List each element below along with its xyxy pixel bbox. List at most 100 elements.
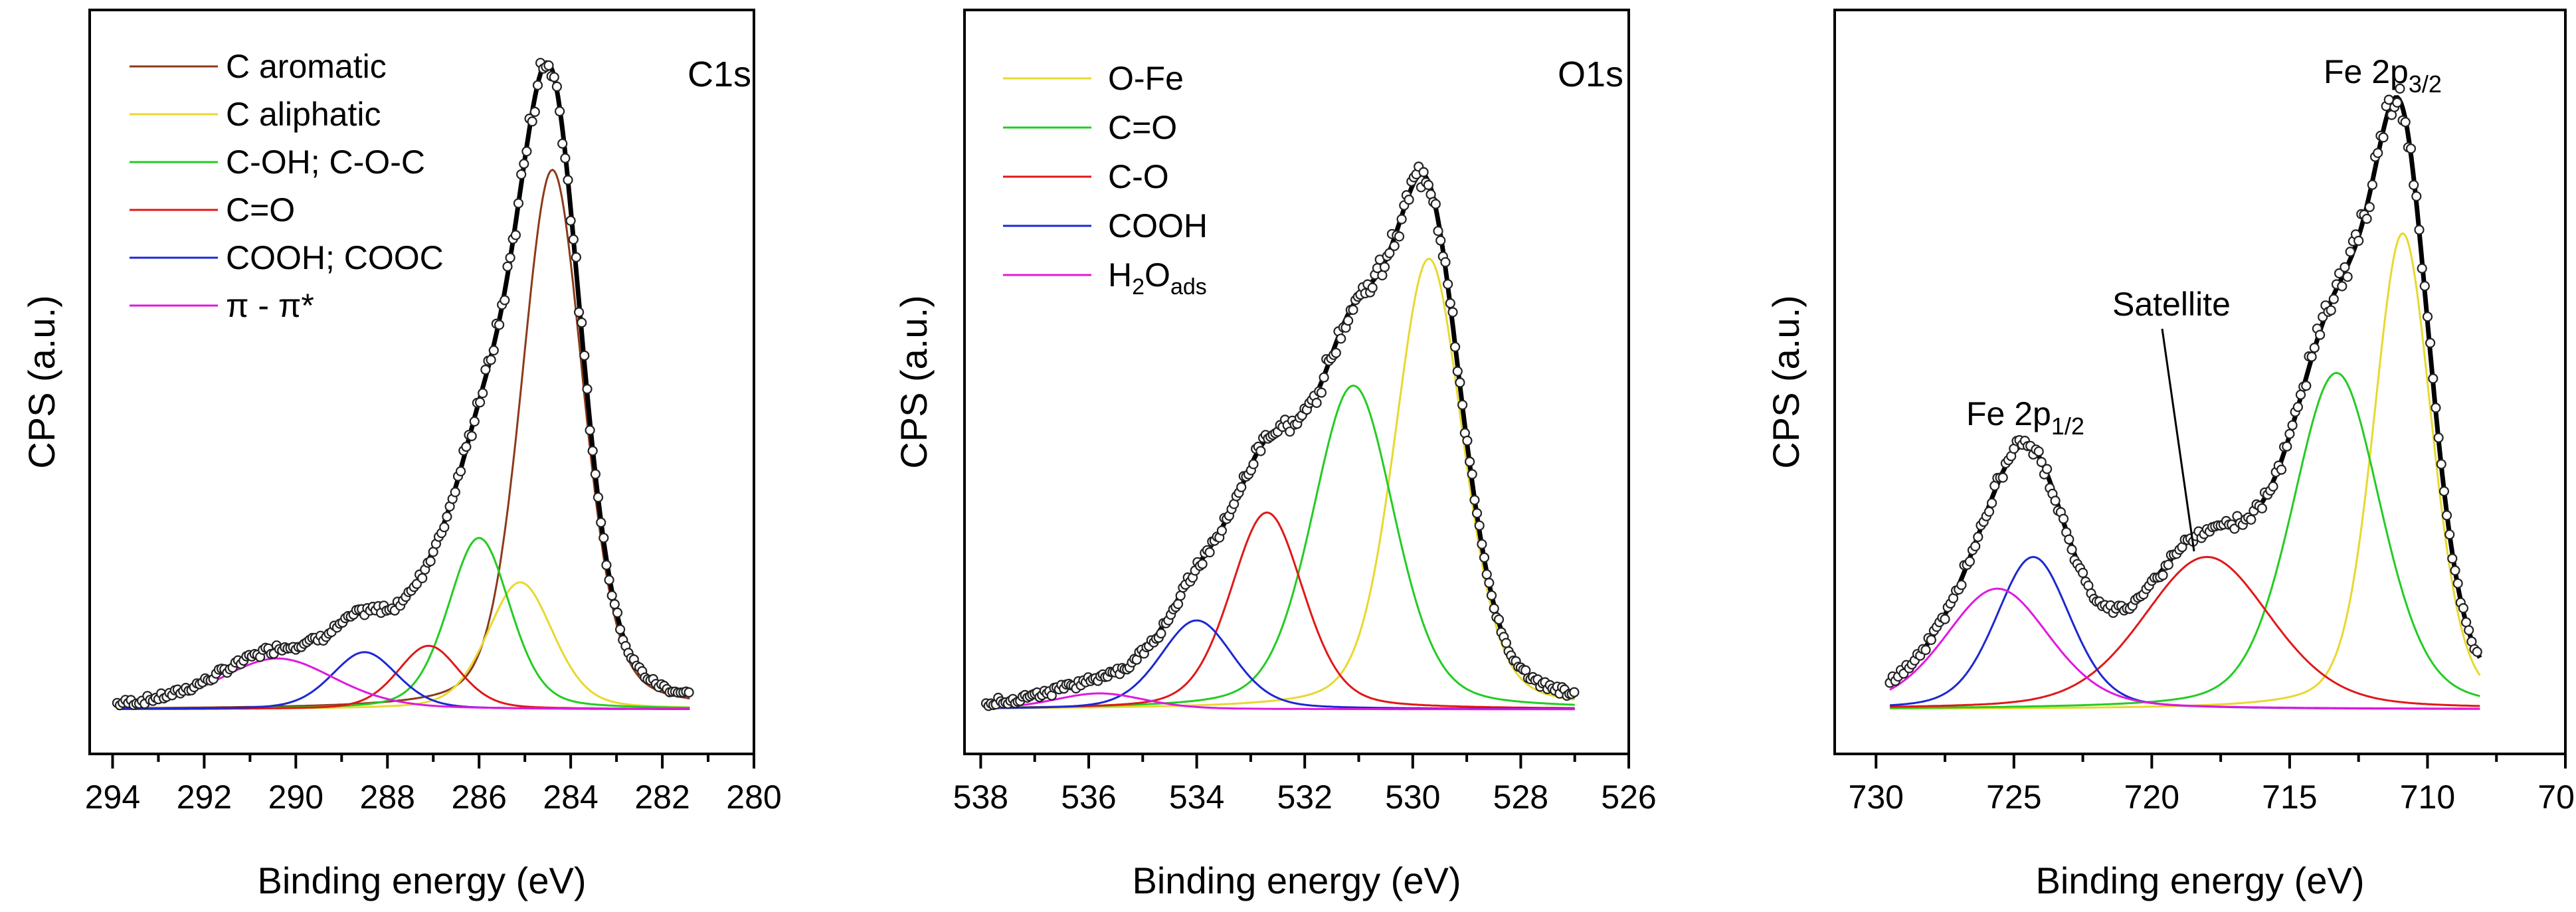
data-point — [604, 575, 614, 585]
data-point — [1956, 580, 1967, 591]
data-point — [513, 198, 524, 209]
data-point — [2158, 570, 2168, 581]
data-point — [2033, 446, 2044, 457]
data-point — [606, 590, 617, 601]
data-point — [2036, 456, 2047, 468]
data-point — [2444, 529, 2455, 540]
data-point — [1445, 298, 1455, 309]
data-point — [1493, 614, 1505, 625]
c1s-legend-c-aliphatic: C aliphatic — [226, 96, 381, 133]
data-point — [2268, 481, 2278, 492]
x-tick-label-294: 294 — [85, 778, 140, 816]
o1s-plot-frame — [963, 9, 1630, 755]
data-point — [2364, 202, 2375, 213]
data-point — [1316, 387, 1327, 398]
data-point — [442, 511, 452, 522]
data-point — [598, 533, 609, 543]
data-point — [2353, 235, 2364, 246]
x-tick-label-715: 715 — [2262, 778, 2317, 816]
data-point — [425, 556, 436, 567]
o1s-x-ticks — [979, 754, 1630, 769]
fe2p-x-ticks — [1875, 754, 2567, 769]
data-point — [529, 106, 540, 117]
data-point — [1172, 598, 1184, 610]
data-point — [478, 388, 488, 399]
data-point — [1940, 614, 1950, 624]
data-point — [1479, 552, 1490, 563]
data-point — [585, 425, 595, 436]
data-point — [1394, 231, 1405, 242]
data-point — [1964, 556, 1975, 567]
x-tick-label-538: 538 — [953, 778, 1008, 816]
x-tick-label-534: 534 — [1169, 778, 1224, 816]
data-point — [2337, 281, 2347, 292]
x-tick-label-292: 292 — [177, 778, 232, 816]
peak-fe-2p1-2-shoulder — [1889, 587, 2480, 710]
data-point — [577, 318, 587, 328]
data-point — [2414, 225, 2425, 235]
data-point — [549, 72, 559, 82]
data-point — [494, 319, 505, 330]
o1s-legend-o-fe: O-Fe — [1108, 60, 1184, 97]
data-point — [612, 607, 623, 618]
data-point — [543, 60, 554, 71]
data-point — [1348, 304, 1358, 315]
data-point — [2256, 503, 2267, 513]
o1s-fit-envelope — [986, 171, 1576, 705]
data-point — [596, 517, 606, 528]
data-point — [2472, 646, 2482, 657]
data-point — [579, 350, 590, 361]
c1s-panel-label: C1s — [688, 54, 751, 94]
data-point — [1204, 547, 1215, 558]
data-point — [2378, 132, 2389, 143]
c1s-legend-c-eq-o: C=O — [226, 191, 295, 228]
o1s-x-tick-labels: 538 536 534 532 530 528 526 — [953, 778, 1657, 816]
o1s-x-axis-title: Binding energy (eV) — [1133, 860, 1461, 901]
data-point — [2392, 97, 2403, 108]
data-point — [1450, 341, 1461, 352]
data-point — [1455, 377, 1465, 388]
c1s-legend-pi: π - π* — [226, 287, 314, 324]
data-point — [684, 687, 694, 698]
data-point — [1465, 456, 1475, 467]
data-point — [2447, 553, 2458, 564]
data-point — [466, 430, 477, 442]
data-point — [1367, 282, 1378, 293]
data-point — [439, 522, 450, 533]
data-point — [2433, 432, 2444, 443]
data-point — [1331, 347, 1341, 358]
data-point — [2438, 486, 2449, 497]
data-point — [582, 384, 593, 395]
data-point — [521, 146, 532, 157]
data-point — [2395, 83, 2405, 94]
data-point — [1983, 506, 1995, 517]
data-point — [2411, 191, 2422, 202]
data-point — [1236, 482, 1247, 493]
c1s-x-ticks — [111, 754, 755, 769]
c1s-x-tick-labels: 294 292 290 288 286 284 282 280 — [85, 778, 782, 816]
o1s-panel-label: O1s — [1558, 54, 1623, 94]
fe2p32-label: Fe 2p3/2 — [2324, 53, 2442, 98]
o1s-legend: O-Fe C=O C-O COOH H2Oads — [1003, 60, 1208, 300]
data-point — [1423, 179, 1433, 191]
o1s-legend-c-o: C-O — [1108, 158, 1169, 195]
data-point — [560, 153, 571, 163]
data-point — [1311, 397, 1322, 409]
data-point — [2064, 534, 2074, 545]
data-point — [1216, 525, 1228, 536]
data-point — [2276, 464, 2287, 475]
data-point — [2282, 441, 2292, 452]
data-point — [516, 169, 527, 180]
data-point — [450, 487, 460, 498]
data-point — [2419, 281, 2430, 292]
data-point — [1342, 316, 1354, 326]
data-point — [1197, 559, 1208, 569]
c1s-y-axis-title: CPS (a.u.) — [21, 295, 62, 468]
data-point — [1384, 248, 1395, 258]
peak-fe-2p1-2 — [1889, 555, 2480, 710]
c1s-legend: C aromatic C aliphatic C-OH; C-O-C C=O C… — [130, 48, 444, 324]
data-point — [455, 466, 466, 477]
o1s-component-peaks — [986, 257, 1575, 711]
data-point — [1285, 426, 1295, 437]
data-point — [1418, 167, 1429, 177]
